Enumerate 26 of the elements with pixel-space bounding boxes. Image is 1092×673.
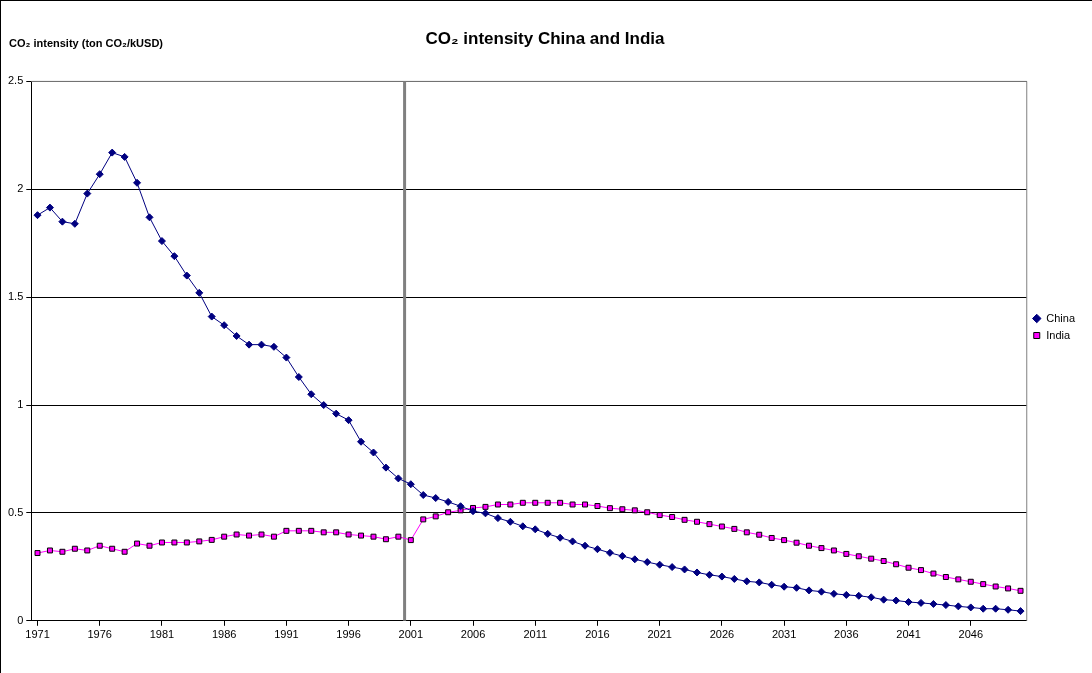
x-tick-label: 2021 — [647, 628, 672, 641]
y-tick-label: 0.5 — [7, 505, 24, 518]
x-tick-label: 2011 — [523, 628, 548, 641]
y-tick-label: 2.5 — [7, 74, 24, 87]
chart-title: CO₂ intensity China and India — [425, 28, 666, 48]
x-tick-label: 2046 — [958, 628, 984, 641]
y-tick-label: 1 — [17, 398, 24, 411]
x-tick-label: 2041 — [896, 628, 921, 641]
y-tick-label: 0 — [17, 613, 24, 626]
x-tick-label: 2001 — [398, 628, 424, 641]
x-tick-label: 1971 — [25, 628, 50, 641]
x-tick-label: 2026 — [709, 628, 735, 641]
y-axis-title: CO₂ intensity (ton CO₂/kUSD) — [9, 37, 164, 50]
x-tick-label: 1991 — [274, 628, 299, 641]
y-tick-label: 1.5 — [7, 290, 24, 303]
x-tick-label: 1981 — [149, 628, 175, 641]
x-tick-label: 2006 — [460, 628, 486, 641]
x-tick-label: 2016 — [585, 628, 610, 641]
x-tick-label: 1996 — [336, 628, 361, 641]
x-tick-label: 2031 — [771, 628, 797, 641]
legend-label: China — [1046, 311, 1076, 324]
y-tick-label: 2 — [17, 182, 24, 195]
legend-label: India — [1046, 328, 1071, 341]
x-tick-label: 1986 — [211, 628, 237, 641]
x-tick-label: 1976 — [87, 628, 112, 641]
x-tick-label: 2036 — [834, 628, 859, 641]
